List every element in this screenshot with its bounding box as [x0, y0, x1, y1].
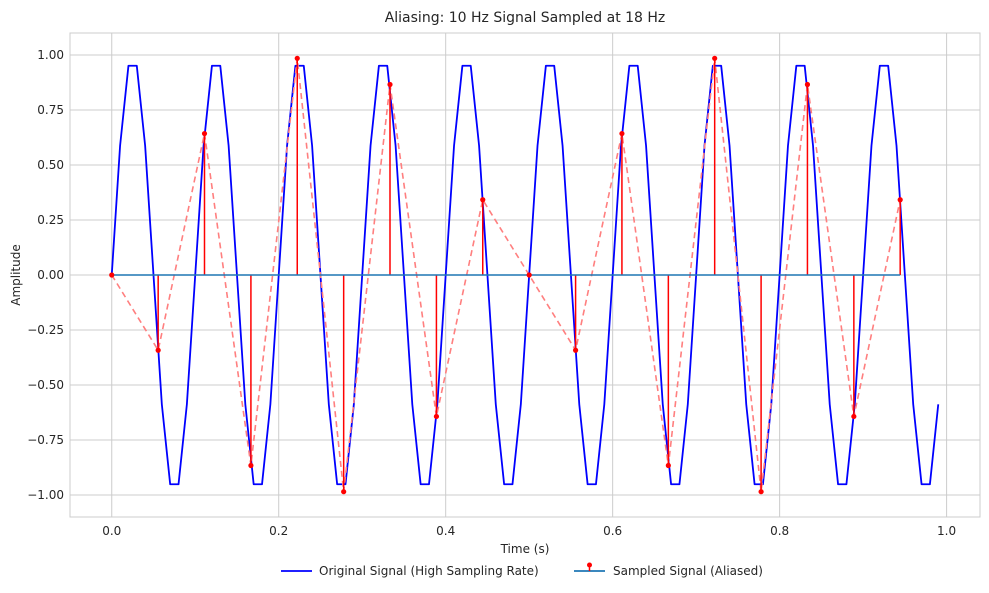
sample-marker [387, 81, 393, 88]
x-axis-label: Time (s) [500, 542, 550, 556]
sample-marker [572, 347, 579, 353]
y-tick-labels: −1.00 −0.75 −0.50 −0.25 0.00 0.25 0.50 0.75 1.00 [27, 48, 64, 502]
sample-marker [433, 413, 440, 420]
sampled-signal-series [109, 55, 903, 495]
chart-title: Aliasing: 10 Hz Signal Sampled at 18 Hz [385, 10, 666, 26]
y-tick-label: 0.00 [37, 268, 64, 282]
sample-marker [201, 130, 208, 137]
original-signal-line [110, 64, 940, 486]
sample-marker [758, 489, 764, 495]
sample-marker [665, 462, 671, 469]
original-signal-series [110, 64, 940, 486]
sample-marker [712, 55, 718, 61]
sample-marker [155, 347, 161, 353]
legend-sampled-marker [587, 562, 592, 568]
sample-marker [897, 197, 903, 203]
x-tick-label: 0.8 [770, 524, 789, 538]
legend-original-label: Original Signal (High Sampling Rate) [319, 564, 539, 578]
x-tick-label: 0.6 [603, 524, 622, 538]
sample-marker [109, 272, 115, 278]
y-tick-label: 0.50 [37, 158, 64, 172]
y-tick-label: −0.25 [27, 323, 64, 337]
x-tick-label: 0.2 [269, 524, 288, 538]
sampled-dashed-line [111, 58, 901, 492]
sample-marker [248, 462, 254, 469]
sample-marker [851, 413, 857, 420]
y-tick-label: 1.00 [37, 48, 64, 62]
legend-sampled-label: Sampled Signal (Aliased) [613, 564, 763, 578]
sample-marker [294, 55, 300, 61]
sample-marker [619, 130, 625, 137]
x-tick-labels: 0.0 0.2 0.4 0.6 0.8 1.0 [102, 524, 956, 538]
y-tick-label: 0.25 [37, 213, 64, 227]
sample-marker [804, 81, 811, 88]
legend: Original Signal (High Sampling Rate) Sam… [281, 562, 763, 578]
sample-marker [526, 272, 532, 278]
x-tick-label: 1.0 [937, 524, 956, 538]
x-tick-label: 0.0 [102, 524, 121, 538]
sample-marker [480, 197, 486, 203]
y-tick-label: 0.75 [37, 103, 64, 117]
y-tick-label: −0.75 [27, 433, 64, 447]
x-tick-label: 0.4 [436, 524, 455, 538]
y-axis-label: Amplitude [9, 244, 23, 306]
plot-frame [69, 32, 981, 518]
y-tick-label: −1.00 [27, 488, 64, 502]
y-tick-label: −0.50 [27, 378, 64, 392]
sample-marker [341, 489, 347, 495]
